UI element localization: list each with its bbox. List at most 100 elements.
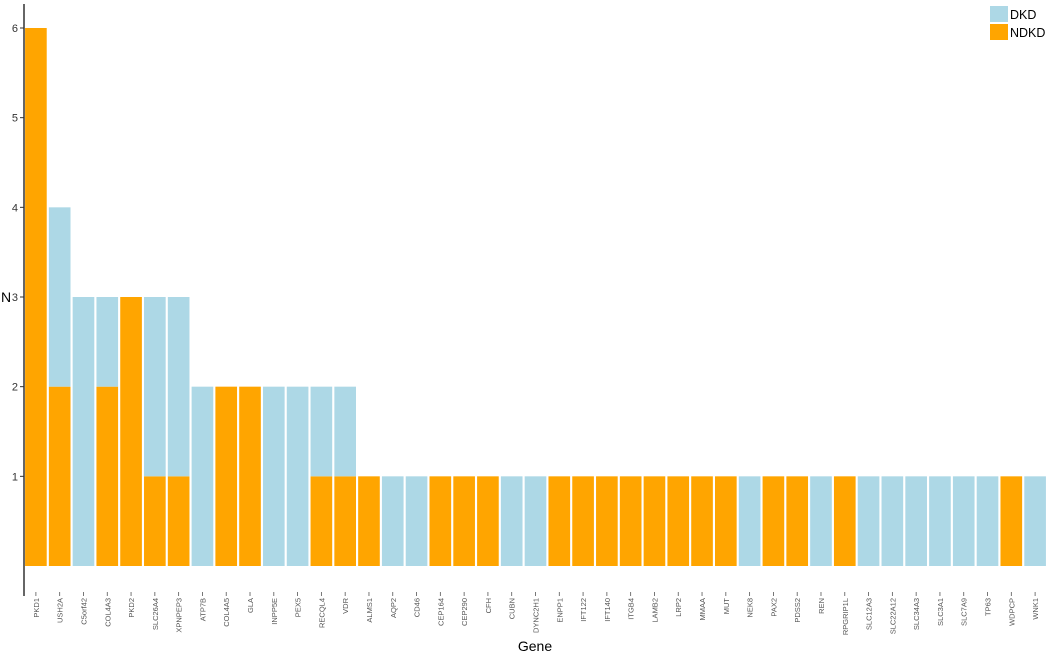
x-tick-label: C5orf42 [79, 598, 88, 625]
x-tick-label: VDR [341, 597, 350, 613]
x-tick-label: PKD1 [32, 598, 41, 618]
bar-segment-dkd-vdr [334, 386, 356, 477]
bar-segment-ndkd-recql4 [310, 476, 333, 566]
x-tick-label: SLC34A3 [912, 598, 921, 630]
x-tick-label: CEP164 [436, 598, 445, 626]
x-tick-label: CUBN [508, 598, 517, 619]
bar-segment-ndkd-cep290 [453, 476, 475, 566]
bar-segment-ndkd-cfh [477, 476, 499, 566]
bars-layer [25, 28, 1046, 566]
x-axis-title: Gene [518, 638, 552, 652]
bar-segment-ndkd-ush2a [48, 386, 71, 566]
bar-segment-ndkd-rpgrip1l [833, 476, 856, 566]
x-tick-label: IFT122 [579, 598, 588, 622]
bar-segment-ndkd-vdr [334, 476, 356, 566]
bar-segment-dkd-slc26a4 [144, 297, 166, 477]
x-tick-label: ATP7B [198, 598, 207, 621]
legend-label-ndkd: NDKD [1010, 26, 1045, 40]
bar-segment-dkd-atp7b [191, 386, 214, 566]
y-tick-label: 4 [12, 202, 18, 214]
x-tick-label: WNK1 [1031, 598, 1040, 620]
x-tick-label: WDPCP [1007, 598, 1016, 626]
legend: DKD NDKD [990, 6, 1045, 40]
bar-segment-ndkd-ift122 [572, 476, 594, 566]
bar-segment-ndkd-mut [715, 476, 737, 566]
x-tick-label: RECQL4 [317, 598, 326, 628]
x-tick-label: SLC26A4 [151, 598, 160, 630]
bar-segment-dkd-slc34a3 [905, 476, 927, 566]
bar-segment-dkd-ren [810, 476, 832, 566]
bar-segment-dkd-inpp5e [262, 386, 285, 566]
y-tick-label: 1 [12, 471, 18, 483]
x-tick-label: ENPP1 [555, 598, 564, 623]
x-tick-label: CEP290 [460, 598, 469, 626]
x-tick-label: LRP2 [674, 598, 683, 617]
bar-segment-dkd-pex5 [286, 386, 309, 566]
legend-swatch-ndkd [990, 24, 1008, 40]
bar-segment-ndkd-col4a3 [96, 386, 119, 566]
bar-segment-ndkd-itgb4 [619, 476, 642, 566]
x-tick-label: RPGRIP1L [841, 598, 850, 635]
bar-segment-ndkd-pax2 [762, 476, 785, 566]
legend-swatch-dkd [990, 6, 1008, 22]
bar-segment-ndkd-lrp2 [667, 476, 690, 566]
x-tick-label: ITGB4 [627, 598, 636, 620]
x-tick-label: SLC22A12 [888, 598, 897, 634]
bar-segment-ndkd-pkd1 [25, 28, 47, 566]
x-tick-label: REN [817, 598, 826, 614]
y-tick-label: 5 [12, 113, 18, 125]
x-tick-label: SLC7A9 [960, 598, 969, 626]
bar-segment-dkd-cd46 [405, 476, 428, 566]
bar-segment-ndkd-gla [239, 386, 261, 566]
y-axis-ticks: 1 2 3 4 5 6 [12, 23, 24, 483]
x-tick-label: COL4A5 [222, 598, 231, 627]
y-tick-label: 3 [12, 292, 18, 304]
x-tick-label: IFT140 [603, 598, 612, 622]
legend-label-dkd: DKD [1010, 8, 1036, 22]
bar-segment-ndkd-slc26a4 [144, 476, 166, 566]
x-tick-label: MUT [722, 598, 731, 615]
bar-segment-dkd-ush2a [48, 207, 71, 387]
x-tick-label: NEK8 [746, 598, 755, 618]
x-tick-label: ALMS1 [365, 598, 374, 623]
y-tick-label: 6 [12, 23, 18, 35]
bar-segment-ndkd-ift140 [596, 476, 618, 566]
bar-segment-dkd-dync2h1 [524, 476, 547, 566]
bar-segment-ndkd-alms1 [358, 476, 380, 566]
x-tick-label: TP63 [984, 598, 993, 616]
bar-segment-dkd-wnk1 [1024, 476, 1046, 566]
x-tick-label: AQP2 [389, 598, 398, 618]
bar-segment-ndkd-wdpcp [1000, 476, 1023, 566]
x-tick-label: INPP5E [270, 598, 279, 625]
y-axis-title: N [1, 289, 11, 305]
x-tick-label: PEX5 [294, 598, 303, 617]
x-tick-label: PDSS2 [793, 598, 802, 623]
x-tick-label: MMAA [698, 598, 707, 621]
x-tick-label: CFH [484, 598, 493, 613]
bar-segment-dkd-slc22a12 [881, 476, 904, 566]
bar-segment-dkd-slc7a9 [952, 476, 975, 566]
x-tick-label: SLC3A1 [936, 598, 945, 626]
y-tick-label: 2 [12, 382, 18, 394]
bar-segment-dkd-nek8 [738, 476, 761, 566]
bar-segment-dkd-cubn [500, 476, 523, 566]
bar-segment-dkd-c5orf42 [72, 297, 95, 566]
bar-segment-ndkd-lamb2 [643, 476, 666, 566]
bar-segment-ndkd-enpp1 [548, 476, 571, 566]
bar-segment-dkd-slc12a3 [857, 476, 880, 566]
bar-segment-dkd-aqp2 [381, 476, 404, 566]
bar-segment-dkd-col4a3 [96, 297, 119, 387]
x-tick-label: DYNC2H1 [532, 598, 541, 633]
bar-segment-ndkd-cep164 [429, 476, 452, 566]
x-tick-label: GLA [246, 598, 255, 613]
x-tick-label: COL4A3 [103, 598, 112, 627]
bar-segment-dkd-recql4 [310, 386, 333, 477]
x-axis-ticks: PKD1 USH2A C5orf42 COL4A3 PKD2 SLC26A4 XPNPEP3… [32, 592, 1040, 635]
x-tick-label: PKD2 [127, 598, 136, 618]
bar-segment-dkd-tp63 [976, 476, 999, 566]
bar-segment-ndkd-xpnpep3 [167, 476, 190, 566]
x-tick-label: CD46 [413, 598, 422, 617]
bar-segment-ndkd-pdss2 [786, 476, 809, 566]
bar-segment-dkd-xpnpep3 [167, 297, 190, 477]
